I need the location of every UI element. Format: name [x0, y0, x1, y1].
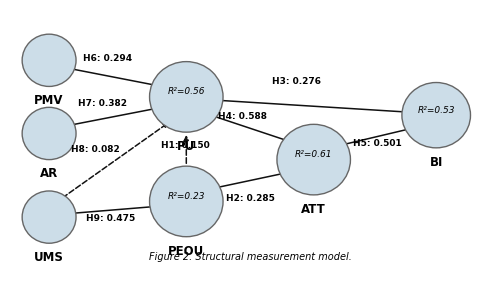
Ellipse shape [150, 62, 223, 132]
Text: R²=0.23: R²=0.23 [168, 192, 205, 201]
Text: H6: 0.294: H6: 0.294 [84, 55, 132, 64]
Text: BI: BI [430, 156, 443, 169]
Text: H8: 0.082: H8: 0.082 [72, 145, 120, 154]
Text: Figure 2. Structural measurement model.: Figure 2. Structural measurement model. [148, 251, 352, 262]
Ellipse shape [277, 124, 350, 195]
Text: H3: 0.276: H3: 0.276 [272, 77, 321, 86]
Text: PMV: PMV [34, 94, 64, 107]
Text: H2: 0.285: H2: 0.285 [226, 194, 274, 203]
Text: H1: 0.150: H1: 0.150 [161, 141, 210, 150]
Text: R²=0.61: R²=0.61 [295, 150, 333, 159]
Text: PEOU: PEOU [168, 244, 204, 258]
Ellipse shape [22, 191, 76, 243]
Ellipse shape [402, 83, 470, 148]
Text: PU: PU [177, 140, 196, 153]
Text: H7: 0.382: H7: 0.382 [78, 99, 128, 108]
Text: R²=0.56: R²=0.56 [168, 87, 205, 96]
Text: H5: 0.501: H5: 0.501 [353, 139, 402, 148]
Ellipse shape [150, 166, 223, 237]
Text: R²=0.53: R²=0.53 [418, 106, 455, 115]
Text: UMS: UMS [34, 251, 64, 264]
Ellipse shape [22, 34, 76, 87]
Text: H9: 0.475: H9: 0.475 [86, 214, 135, 223]
Ellipse shape [22, 107, 76, 160]
Text: H4: 0.588: H4: 0.588 [218, 112, 267, 121]
Text: ATT: ATT [302, 203, 326, 216]
Text: AR: AR [40, 167, 58, 180]
